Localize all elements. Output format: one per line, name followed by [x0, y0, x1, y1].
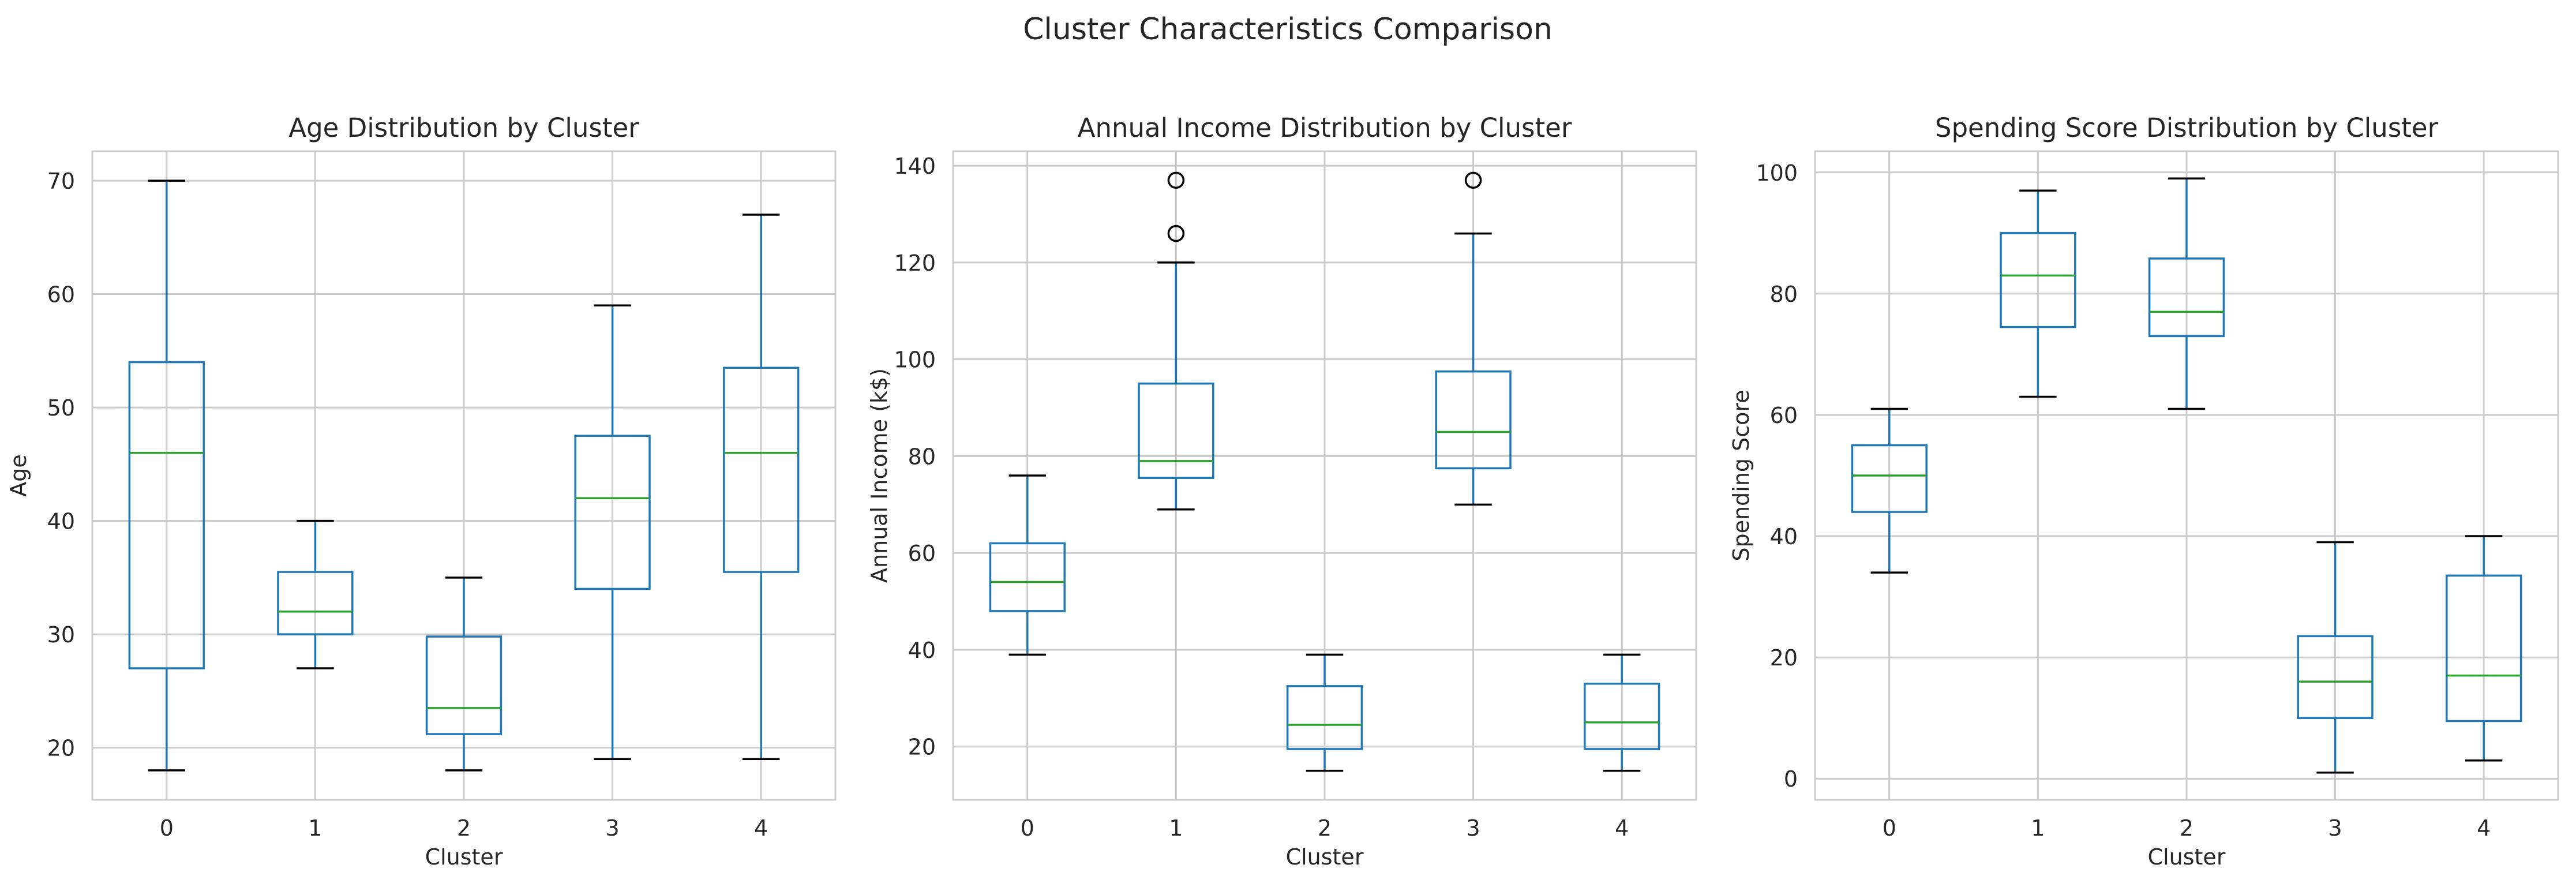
figure-title: Cluster Characteristics Comparison [1023, 12, 1553, 47]
y-tick-label: 80 [908, 444, 936, 469]
box-cluster-4 [2446, 535, 2522, 762]
y-tick-label: 40 [1770, 524, 1798, 549]
outlier-point [1464, 171, 1482, 189]
box-cluster-0 [128, 179, 205, 772]
y-tick-label: 50 [47, 395, 75, 421]
iqr-box [128, 361, 205, 669]
y-tick-label: 0 [1784, 766, 1798, 792]
y-tick-label: 20 [908, 735, 936, 760]
box-cluster-3 [2297, 541, 2373, 774]
y-tick-label: 100 [894, 347, 936, 373]
y-tick-label: 60 [908, 541, 936, 566]
x-tick-label: 2 [2180, 815, 2193, 841]
box-cluster-0 [1851, 407, 1928, 574]
y-axis-label: Annual Income (k$) [867, 368, 892, 583]
y-tick-label: 70 [47, 169, 75, 194]
iqr-box [1435, 370, 1512, 470]
iqr-box [1851, 444, 1928, 513]
x-tick-label: 2 [457, 815, 471, 841]
x-tick-label: 4 [1615, 815, 1629, 841]
y-tick-label: 30 [47, 622, 75, 648]
iqr-box [574, 435, 651, 590]
iqr-box [2148, 257, 2225, 338]
axes-frame [91, 150, 837, 801]
iqr-box [1286, 685, 1363, 750]
x-tick-label: 3 [606, 815, 620, 841]
x-tick-label: 1 [1169, 815, 1183, 841]
y-axis-label: Spending Score [1728, 390, 1754, 561]
outlier-point [1167, 171, 1185, 189]
y-tick-label: 20 [47, 736, 75, 761]
iqr-box [2000, 232, 2076, 328]
chart-panel-2: 20 40 60 80 100 120 140 0 1 2 3 4 Annual Income Dist… [867, 113, 1697, 870]
x-tick-label: 3 [1467, 815, 1480, 841]
iqr-box [2446, 574, 2522, 723]
box-cluster-1 [2000, 189, 2076, 398]
x-tick-label: 0 [160, 815, 174, 841]
y-tick-label: 100 [1756, 160, 1798, 186]
box-cluster-3 [574, 304, 651, 761]
y-tick-label: 40 [908, 638, 936, 663]
axes-frame [952, 150, 1697, 801]
y-tick-label: 80 [1770, 282, 1798, 307]
x-tick-label: 4 [754, 815, 768, 841]
box-cluster-0 [989, 474, 1066, 656]
x-tick-label: 1 [308, 815, 322, 841]
iqr-box [989, 542, 1066, 612]
x-tick-label: 0 [1021, 815, 1034, 841]
box-cluster-1 [277, 519, 354, 669]
outlier-point [1167, 224, 1185, 242]
y-tick-label: 60 [1770, 403, 1798, 428]
x-tick-label: 0 [1883, 815, 1896, 841]
y-tick-label: 40 [47, 509, 75, 534]
y-tick-label: 120 [894, 250, 936, 276]
iqr-box [1138, 382, 1214, 479]
box-cluster-2 [425, 577, 503, 772]
iqr-box [277, 571, 354, 635]
iqr-box [425, 635, 503, 735]
box-cluster-3 [1435, 171, 1512, 506]
x-axis-label: Cluster [425, 844, 503, 870]
x-tick-label: 3 [2328, 815, 2342, 841]
x-tick-label: 2 [1318, 815, 1332, 841]
y-axis-label: Age [6, 454, 31, 497]
y-tick-label: 20 [1770, 645, 1798, 671]
iqr-box [723, 366, 800, 573]
box-cluster-4 [723, 214, 800, 761]
y-tick-label: 140 [894, 154, 936, 179]
box-cluster-2 [1286, 653, 1363, 772]
subplot-title: Annual Income Distribution by Cluster [1078, 113, 1572, 143]
x-tick-label: 4 [2477, 815, 2491, 841]
x-tick-label: 1 [2031, 815, 2045, 841]
x-axis-label: Cluster [2148, 844, 2226, 870]
chart-panel-3: 0 20 40 60 80 100 0 1 2 3 4 Spending Score Distribu… [1728, 113, 2559, 870]
subplot-title: Age Distribution by Cluster [288, 113, 639, 143]
chart-panel-1: 20 30 40 50 60 70 0 1 2 3 4 Age Distribution by Clu… [6, 113, 837, 870]
box-cluster-1 [1138, 171, 1214, 511]
iqr-box [2297, 635, 2373, 719]
y-tick-label: 60 [47, 282, 75, 308]
subplot-title: Spending Score Distribution by Cluster [1935, 113, 2439, 143]
x-axis-label: Cluster [1286, 844, 1364, 870]
axes-frame [1814, 150, 2559, 801]
box-cluster-4 [1584, 653, 1660, 772]
iqr-box [1584, 682, 1660, 750]
box-cluster-2 [2148, 177, 2225, 410]
